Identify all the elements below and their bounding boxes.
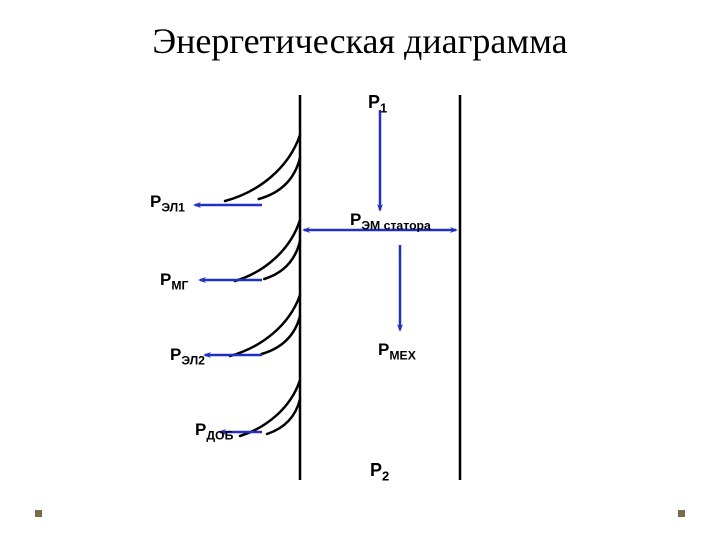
label-P_EM: РЭМ статора [350,210,431,232]
label-P_EL2: РЭЛ2 [170,345,205,367]
loss-arc-el2-inner [262,316,301,354]
loss-arc-el1 [225,135,300,201]
loss-arc-dob-inner [267,399,300,434]
corner-dot-0 [35,510,42,517]
energy-diagram [0,0,720,540]
corner-dot-1 [678,510,685,517]
label-P_EL1: РЭЛ1 [150,192,185,214]
label-P2: P2 [370,460,389,484]
loss-arc-el2 [230,295,300,356]
loss-arc-dob [240,380,300,436]
label-P_MG: РМГ [160,270,188,292]
loss-arc-mg [235,220,300,281]
label-P_DOB: РДОБ [195,420,233,442]
loss-arc-mg-inner [264,241,300,279]
label-P_MEX: РМЕХ [378,340,416,362]
loss-arc-el1-inner [259,158,300,199]
label-P1: P1 [368,92,387,116]
